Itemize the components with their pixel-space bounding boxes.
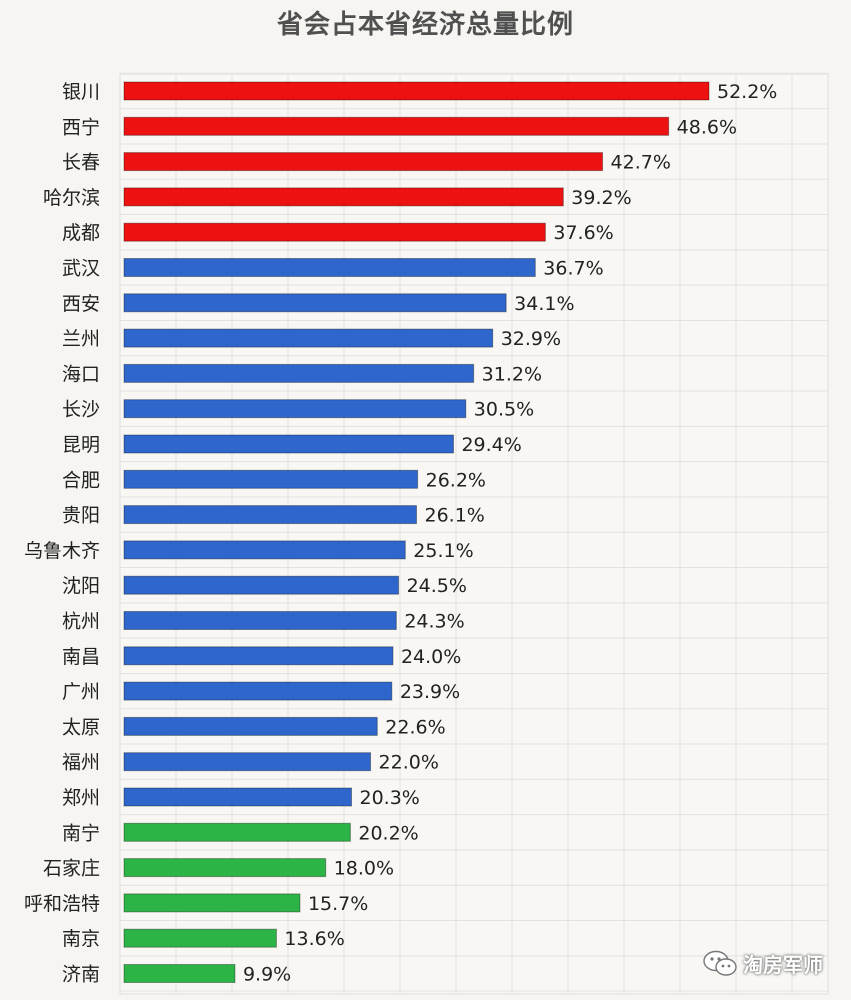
value-label: 25.1% (413, 540, 473, 562)
bar (123, 893, 301, 913)
value-label: 22.0% (379, 752, 439, 774)
bar (123, 787, 352, 807)
value-label: 42.7% (611, 152, 671, 174)
value-label: 22.6% (385, 716, 445, 738)
bar (123, 822, 351, 842)
bar (123, 399, 467, 419)
bar (123, 716, 378, 736)
bar (123, 328, 494, 348)
category-label: 福州 (62, 752, 100, 774)
value-label: 36.7% (543, 258, 603, 280)
category-label: 昆明 (62, 434, 100, 456)
bar (123, 116, 670, 136)
value-label: 31.2% (482, 363, 542, 385)
bar (123, 258, 536, 277)
value-label: 34.1% (514, 293, 574, 315)
bar (123, 681, 393, 701)
value-label: 37.6% (553, 222, 613, 244)
bar (123, 964, 236, 983)
value-label: 23.9% (400, 681, 460, 703)
value-label: 20.3% (360, 787, 420, 809)
category-label: 南京 (62, 928, 100, 950)
plot-area (119, 73, 829, 995)
bar (123, 611, 397, 630)
category-label: 贵阳 (62, 505, 100, 527)
category-label: 济南 (62, 964, 100, 986)
category-label: 石家庄 (43, 858, 100, 880)
bar (123, 646, 394, 666)
value-label: 32.9% (501, 328, 561, 350)
bar (123, 81, 710, 101)
category-label: 太原 (62, 716, 100, 738)
category-label: 广州 (62, 681, 100, 703)
value-label: 24.5% (407, 575, 467, 597)
value-label: 13.6% (284, 928, 344, 950)
bar (123, 505, 417, 525)
category-label: 郑州 (62, 787, 100, 809)
watermark-text: 淘房军师 (743, 953, 823, 977)
value-label: 26.1% (425, 505, 485, 527)
category-label: 成都 (62, 222, 100, 244)
value-label: 30.5% (474, 399, 534, 421)
category-label: 海口 (62, 363, 100, 385)
value-label: 48.6% (677, 116, 737, 138)
category-label: 沈阳 (62, 575, 100, 597)
category-label: 杭州 (62, 611, 100, 633)
watermark: 淘房军师 (703, 949, 823, 978)
chart-title: 省会占本省经济总量比例 (276, 10, 574, 40)
labels-group: 银川 52.2% 西宁 48.6% 长春 42.7% 哈尔滨 39.2% 成都 37.6% 武汉 36… (24, 81, 777, 986)
bar (123, 752, 372, 772)
bar (123, 152, 604, 172)
category-label: 哈尔滨 (43, 187, 100, 209)
category-label: 西宁 (62, 116, 100, 138)
bar (123, 575, 400, 595)
category-label: 银川 (62, 81, 100, 103)
bar (123, 540, 406, 560)
bar (123, 293, 507, 313)
value-label: 20.2% (358, 822, 418, 844)
value-label: 29.4% (461, 434, 521, 456)
category-label: 南宁 (62, 822, 100, 844)
category-label: 合肥 (62, 469, 100, 491)
category-label: 长春 (62, 152, 100, 174)
bar (123, 222, 546, 242)
value-label: 24.3% (404, 611, 464, 633)
wechat-icon (703, 950, 737, 976)
category-label: 乌鲁木齐 (24, 540, 100, 562)
value-label: 9.9% (243, 964, 291, 986)
value-label: 24.0% (401, 646, 461, 668)
bar (123, 434, 454, 454)
category-label: 长沙 (62, 399, 100, 421)
value-label: 26.2% (426, 469, 486, 491)
category-label: 南昌 (62, 646, 100, 668)
category-label: 兰州 (62, 328, 100, 350)
value-label: 18.0% (334, 858, 394, 880)
category-label: 呼和浩特 (24, 893, 100, 915)
bar (123, 363, 475, 383)
bar (123, 928, 277, 948)
value-label: 52.2% (717, 81, 777, 103)
value-label: 15.7% (308, 893, 368, 915)
bars-group (123, 81, 710, 983)
category-label: 武汉 (62, 258, 100, 280)
bar (123, 187, 564, 207)
bar (123, 858, 327, 878)
category-label: 西安 (62, 293, 100, 315)
bar (123, 469, 419, 489)
value-label: 39.2% (571, 187, 631, 209)
